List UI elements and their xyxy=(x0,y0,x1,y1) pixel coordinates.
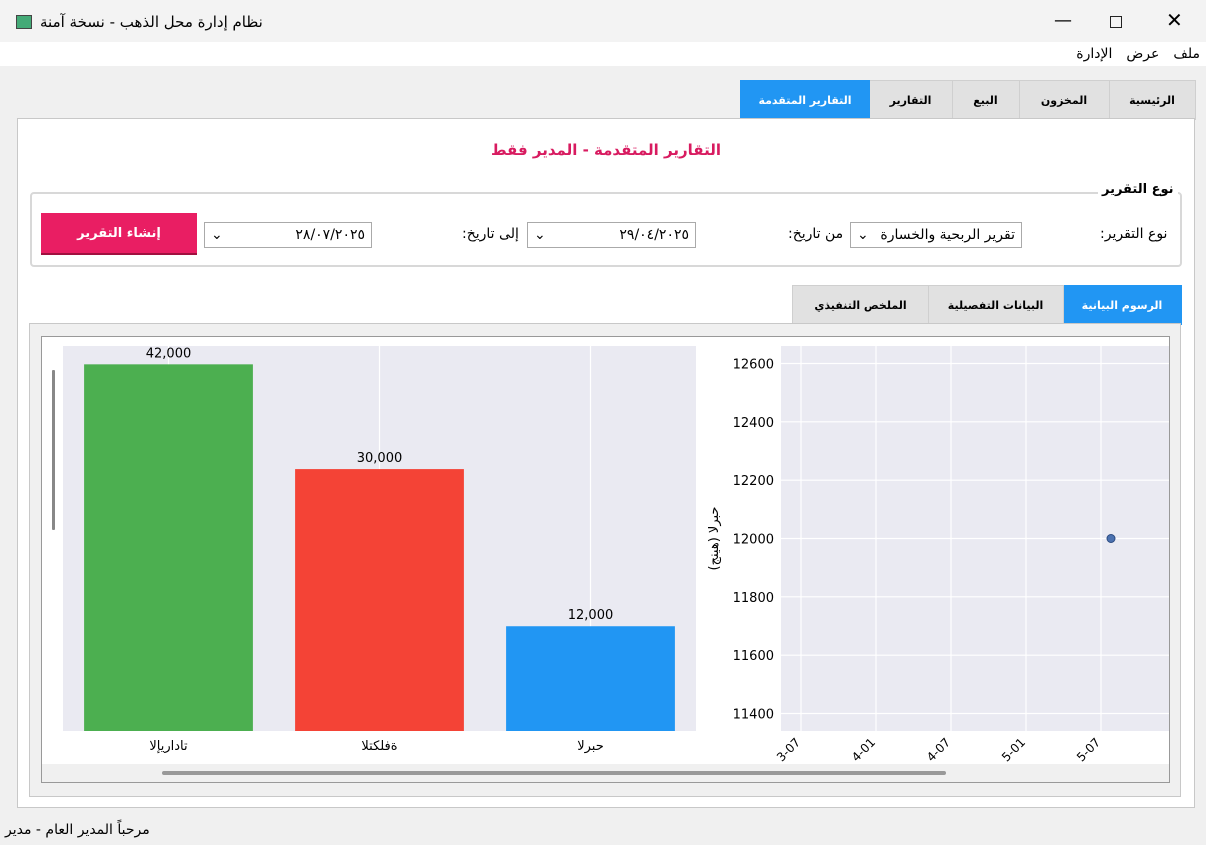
date-value: ٢٩/٠٤/٢٠٢٥ xyxy=(619,227,689,243)
x-tick-label: 3-07 xyxy=(774,735,803,764)
arrow: ⌄ xyxy=(857,227,869,243)
tab[interactable]: التقارير المتقدمة xyxy=(740,80,870,120)
figure: 42,000 تاداريإلا 30,000 ةفلكتلا 12,000 حبرلا 1… xyxy=(41,336,1170,783)
from-date[interactable]: ٢٩/٠٤/٢٠٢٥ ⌄ xyxy=(527,222,696,248)
x-tick-label: تاداريإلا xyxy=(149,739,188,754)
minimize[interactable]: — xyxy=(1054,10,1072,31)
maximize[interactable] xyxy=(1110,16,1122,28)
menu-item[interactable]: عرض xyxy=(1126,46,1160,62)
v-scrollbar[interactable] xyxy=(52,370,55,530)
bar xyxy=(506,626,675,731)
arrow: ⌄ xyxy=(534,227,546,243)
y-tick-label: 12200 xyxy=(733,474,774,489)
app-icon xyxy=(16,15,32,29)
tab[interactable]: التقارير xyxy=(868,80,953,120)
y-tick-label: 12600 xyxy=(733,358,774,373)
y-axis-label: (هينج) حبرلا xyxy=(707,507,722,571)
bar xyxy=(295,469,464,731)
window-title: نظام إدارة محل الذهب - نسخة آمنة xyxy=(40,13,263,31)
x-tick-label: 4-07 xyxy=(924,735,953,764)
page-title: التقارير المتقدمة - المدير فقط xyxy=(491,141,721,159)
tab[interactable]: البيع xyxy=(951,80,1020,120)
y-tick-label: 11800 xyxy=(733,591,774,606)
arrow: ⌄ xyxy=(211,227,223,243)
menu-bar: ملف عرض الإدارة xyxy=(0,42,1206,66)
title-bar: نظام إدارة محل الذهب - نسخة آمنة — ✕ xyxy=(0,0,1206,42)
group-box xyxy=(30,192,1182,267)
label: إلى تاريخ: xyxy=(462,226,519,242)
combo-value: تقرير الربحية والخسارة xyxy=(880,227,1015,243)
charts: 42,000 تاداريإلا 30,000 ةفلكتلا 12,000 حبرلا 1… xyxy=(42,346,1169,782)
menu-item[interactable]: ملف xyxy=(1173,46,1200,62)
date-value: ٢٨/٠٧/٢٠٢٥ xyxy=(295,227,365,243)
menu-item[interactable]: الإدارة xyxy=(1076,46,1113,62)
to-date[interactable]: ٢٨/٠٧/٢٠٢٥ ⌄ xyxy=(204,222,372,248)
value-label: 12,000 xyxy=(568,608,614,623)
x-tick-label: ةفلكتلا xyxy=(361,739,397,754)
y-tick-label: 11400 xyxy=(733,708,774,723)
h-scrollbar[interactable] xyxy=(162,771,946,775)
label: من تاريخ: xyxy=(788,226,844,242)
tab[interactable]: الرئيسية xyxy=(1108,80,1196,120)
sub-tab[interactable]: البيانات التفصيلية xyxy=(927,285,1064,325)
value-label: 42,000 xyxy=(146,346,192,361)
x-tick-label: 5-01 xyxy=(999,735,1028,764)
value-label: 30,000 xyxy=(357,451,403,466)
label: نوع التقرير: xyxy=(1100,226,1168,242)
status-bar: مرحباً المدير العام - مدير xyxy=(5,822,150,838)
y-tick-label: 11600 xyxy=(733,649,774,664)
sub-tab[interactable]: الرسوم البيانية xyxy=(1062,285,1182,325)
group-title: نوع التقرير xyxy=(1098,182,1178,197)
sub-tab[interactable]: الملخص التنفيذي xyxy=(792,285,929,325)
x-tick-label: 5-07 xyxy=(1074,735,1103,764)
close[interactable]: ✕ xyxy=(1166,8,1183,32)
tab[interactable]: المخزون xyxy=(1018,80,1110,120)
y-tick-label: 12400 xyxy=(733,416,774,431)
x-tick-label: 4-01 xyxy=(849,735,878,764)
bar xyxy=(84,364,253,731)
x-tick-label: حبرلا xyxy=(577,739,604,754)
point xyxy=(1106,534,1116,543)
y-tick-label: 12000 xyxy=(733,533,774,548)
report-type-combo[interactable]: تقرير الربحية والخسارة ⌄ xyxy=(850,222,1022,248)
generate-button[interactable]: إنشاء التقرير xyxy=(41,213,197,255)
